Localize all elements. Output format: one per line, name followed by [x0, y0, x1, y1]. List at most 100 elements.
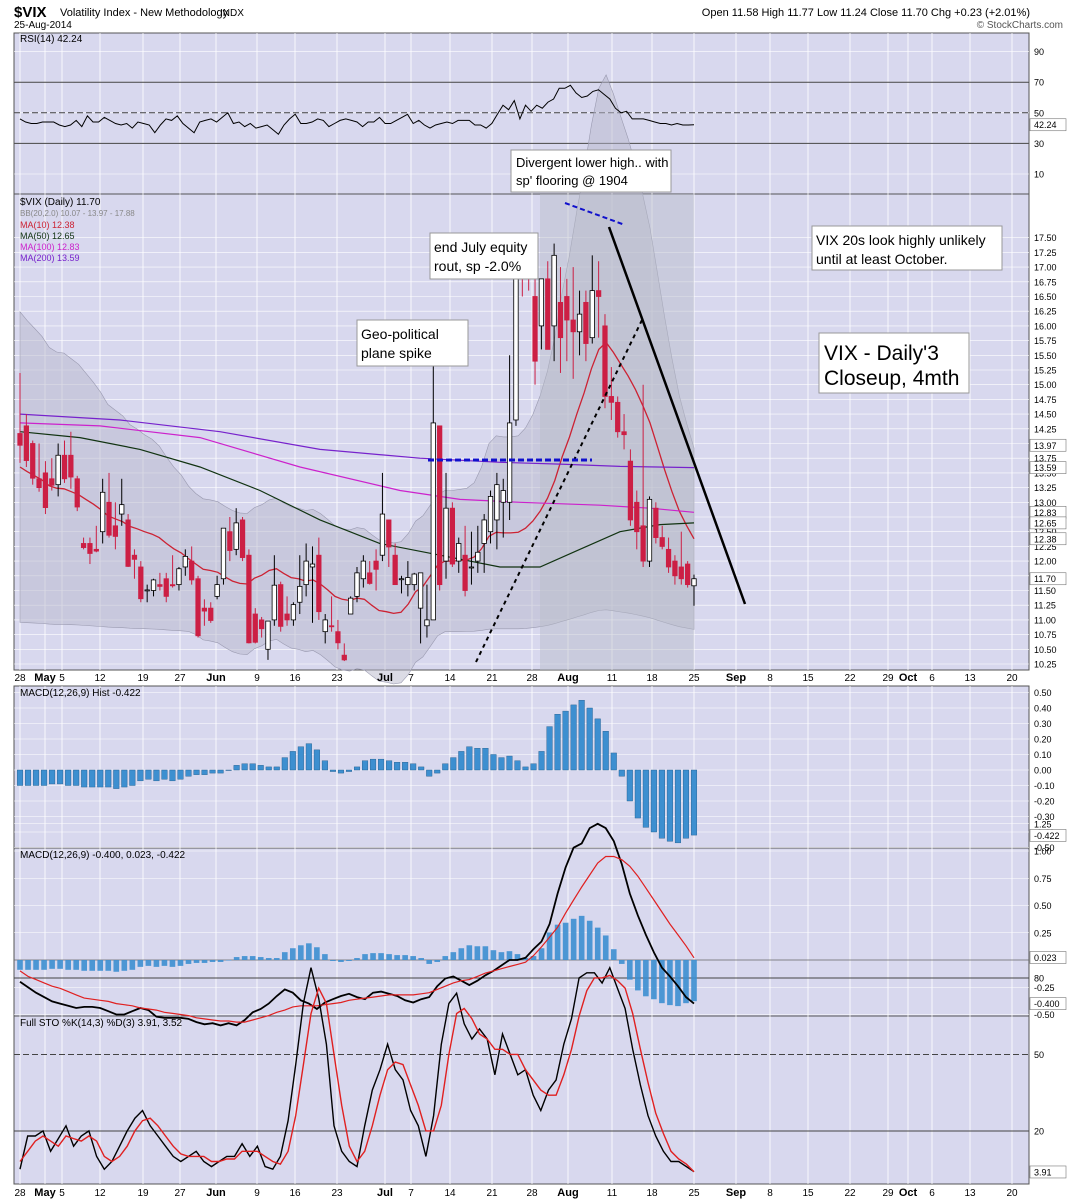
hist-bar	[313, 749, 320, 771]
axis-ticks: 10 30 50 70 90 42.24 10.25 10.50 10.75 11.00 11.25…	[1029, 47, 1067, 1179]
macd-hist-bar	[675, 960, 681, 1007]
macd-hist-bar	[498, 952, 505, 960]
candle-body	[169, 584, 176, 587]
hist-bar	[281, 757, 288, 771]
candle-body	[271, 584, 277, 621]
candle-body	[303, 560, 309, 586]
price-right-label: 12.65	[1034, 518, 1057, 528]
hist-bar	[506, 755, 513, 771]
hist-bar	[634, 769, 641, 819]
hist-bar	[554, 714, 561, 771]
price-right-label-box	[1029, 516, 1067, 530]
x-label: 8	[767, 673, 773, 684]
macd-hist-bar	[209, 960, 216, 962]
candle-body	[437, 425, 443, 586]
rsi-last-label: 42.24	[1034, 120, 1057, 130]
hist-bar	[658, 769, 665, 839]
hist-bar	[482, 748, 489, 771]
svg-text:VIX 20s look highly unlikely: VIX 20s look highly unlikely	[816, 232, 986, 248]
hist-tick: 0.10	[1034, 750, 1052, 760]
x-label: Aug	[557, 672, 578, 684]
candle-body	[417, 572, 424, 609]
hist-bar	[618, 769, 625, 777]
candle-body	[468, 566, 475, 569]
hist-bar	[233, 765, 240, 771]
svg-text:sp' flooring @ 1904: sp' flooring @ 1904	[516, 173, 628, 188]
price-tick: 13.00	[1034, 498, 1057, 508]
rsi-tick: 10	[1034, 170, 1044, 180]
candle-body	[150, 579, 157, 591]
macd-hist-bar	[354, 958, 360, 960]
candle-body	[462, 554, 468, 591]
candle-body	[112, 525, 119, 537]
candle-body	[538, 278, 545, 327]
candle-body	[430, 422, 436, 621]
price-tick: 17.25	[1034, 248, 1057, 258]
hist-bar	[345, 769, 352, 772]
candle-body	[208, 607, 214, 621]
candle-body	[30, 443, 36, 479]
candle-body	[93, 548, 99, 552]
candle-body	[405, 577, 411, 586]
candle-body	[386, 519, 392, 548]
hist-bar	[498, 757, 505, 771]
candle-body	[220, 527, 227, 580]
x-label: 9	[254, 1188, 260, 1199]
candle-body	[61, 454, 68, 480]
hist-bar	[73, 769, 80, 786]
price-right-label-box	[1029, 572, 1067, 586]
candle-body	[373, 560, 379, 570]
candle-body	[290, 604, 297, 621]
hist-bar	[674, 769, 681, 844]
hist-bar	[602, 731, 609, 771]
hist-bar	[426, 769, 433, 777]
price-tick: 10.25	[1034, 660, 1057, 670]
macd-hist-bar	[322, 954, 328, 960]
hist-bar	[273, 766, 280, 771]
hist-bar	[586, 707, 593, 771]
candle-body	[309, 563, 316, 568]
price-tick: 15.75	[1034, 336, 1057, 346]
candle-body	[252, 613, 258, 643]
x-label: 27	[174, 673, 186, 684]
x-label: 28	[14, 673, 26, 684]
macd-hist-bar	[306, 943, 312, 960]
macd-hist-bar	[450, 952, 457, 960]
macd-hist-bar	[538, 948, 545, 960]
candle-body	[475, 551, 481, 562]
macd-hist-bar	[466, 945, 473, 960]
ma100-legend: MA(100) 12.83	[20, 242, 80, 252]
price-right-label: 12.38	[1034, 534, 1057, 544]
hist-bar	[161, 769, 168, 780]
hist-last-label: -0.422	[1034, 831, 1060, 841]
macd-hist-bar	[578, 915, 585, 960]
candle-body	[119, 504, 125, 515]
candle-body	[297, 585, 303, 603]
candle-body	[659, 537, 665, 547]
hist-bar	[466, 746, 473, 771]
candle-body	[602, 325, 608, 397]
macd-hist-bar	[594, 927, 601, 960]
x-label: 22	[844, 1188, 856, 1199]
macd-histogram-bars	[16, 700, 698, 844]
hist-bar	[153, 769, 160, 782]
candle-body	[634, 501, 640, 533]
candle-body	[570, 319, 576, 333]
sto-last-label-box	[1029, 1165, 1067, 1179]
macd-hist-bar	[627, 960, 633, 980]
candle-body	[55, 454, 61, 486]
sto-last-label: 3.91	[1034, 1167, 1052, 1177]
macd-right-label: -0.400	[1034, 999, 1060, 1009]
macd-hist-bar	[378, 953, 384, 960]
candle-body	[354, 572, 360, 597]
macd-right-label: 0.023	[1034, 953, 1057, 963]
macd-hist-bar	[81, 960, 87, 971]
hist-bar	[65, 769, 72, 786]
hist-bar	[546, 726, 553, 771]
macd-tick: 1.25	[1034, 819, 1052, 829]
x-label: 7	[408, 673, 414, 684]
hist-bar	[257, 765, 264, 771]
svg-text:VIX - Daily'3: VIX - Daily'3	[824, 342, 939, 365]
macd-tick: -0.25	[1034, 983, 1055, 993]
macd-hist-bar	[121, 960, 128, 971]
